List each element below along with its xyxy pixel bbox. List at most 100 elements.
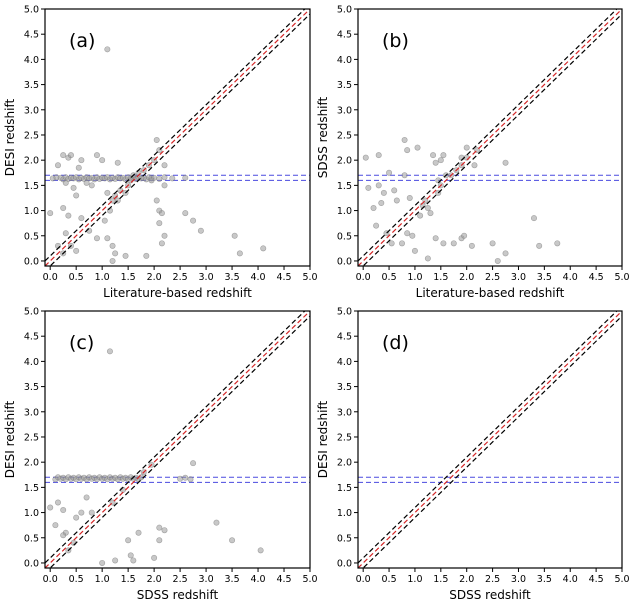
x-axis-label: Literature-based redshift [416, 286, 565, 300]
y-tick-label: 2.0 [337, 156, 352, 167]
data-point [109, 257, 116, 264]
data-point [489, 240, 496, 247]
x-tick-label: 2.5 [485, 272, 500, 283]
panel-c: 0.0 0.0 0.5 0.5 1.0 1.0 1.5 1.5 2.0 2.0 2.5 2.5 3.0 3… [3, 307, 318, 603]
data-point [440, 152, 447, 159]
data-point [536, 242, 543, 249]
data-point [388, 240, 395, 247]
x-tick-label: 1.0 [407, 272, 422, 283]
x-tick-label: 3.5 [537, 574, 552, 585]
data-point [53, 174, 60, 181]
data-point [393, 197, 400, 204]
data-point [231, 232, 238, 239]
y-tick-label: 0.5 [24, 231, 39, 242]
y-tick-label: 1.0 [24, 206, 39, 217]
data-point [398, 240, 405, 247]
y-tick-label: 3.0 [24, 105, 39, 116]
x-tick-label: 1.0 [407, 574, 422, 585]
plot-area [45, 311, 310, 568]
data-point [73, 514, 80, 521]
x-tick-label: 1.5 [433, 574, 448, 585]
x-tick-label: 0.0 [43, 272, 58, 283]
y-tick-label: 1.5 [24, 181, 39, 192]
x-tick-label: 3.0 [511, 574, 526, 585]
data-point [60, 507, 67, 514]
data-point [60, 532, 67, 539]
x-tick-label: 4.0 [250, 574, 265, 585]
data-point [73, 192, 80, 199]
x-tick-label: 1.0 [95, 272, 110, 283]
y-tick-label: 4.0 [337, 55, 352, 66]
panel-label: (c) [69, 332, 94, 354]
data-point [236, 250, 243, 257]
data-point [177, 475, 184, 482]
y-tick-label: 3.5 [337, 382, 352, 393]
one-to-one-line [358, 311, 622, 568]
diagonal-band-line [362, 315, 622, 568]
x-tick-label: 4.0 [563, 574, 578, 585]
data-point [437, 157, 444, 164]
panel-label: (d) [382, 332, 409, 354]
data-point [125, 537, 132, 544]
one-to-one-line [45, 9, 310, 266]
data-point [190, 460, 197, 467]
data-point [530, 215, 537, 222]
data-point [143, 252, 150, 259]
x-tick-label: 2.0 [147, 272, 162, 283]
data-point [432, 235, 439, 242]
axes-frame [357, 310, 623, 569]
data-point [73, 247, 80, 254]
x-tick-label: 4.5 [589, 272, 604, 283]
x-axis-label: SDSS redshift [449, 588, 531, 602]
x-tick-label: 3.5 [537, 272, 552, 283]
data-point [122, 252, 129, 259]
data-point [130, 557, 137, 564]
data-point [99, 157, 106, 164]
data-point [158, 240, 165, 247]
data-point [161, 527, 168, 534]
data-point [161, 162, 168, 169]
x-tick-label: 0.5 [69, 272, 84, 283]
y-tick-label: 4.5 [337, 332, 352, 343]
data-point [414, 144, 421, 151]
x-tick-label: 4.0 [250, 272, 265, 283]
data-point [62, 230, 69, 237]
data-point [257, 547, 264, 554]
data-point [153, 137, 160, 144]
y-tick-label: 1.0 [337, 206, 352, 217]
panel-b: 0.0 0.0 0.5 0.5 1.0 1.0 1.5 1.5 2.0 2.0 2.5 2.5 3.0 3… [316, 5, 630, 301]
data-point [75, 164, 82, 171]
data-point [463, 144, 470, 151]
x-tick-label: 5.0 [302, 272, 317, 283]
data-point [404, 147, 411, 154]
plot-area [358, 9, 622, 266]
data-point [401, 137, 408, 144]
data-point [468, 242, 475, 249]
data-point [156, 175, 163, 182]
y-tick-label: 4.0 [337, 357, 352, 368]
data-point [471, 162, 478, 169]
x-axis-label: Literature-based redshift [103, 286, 252, 300]
data-point [430, 152, 437, 159]
x-tick-label: 1.5 [121, 574, 136, 585]
x-tick-label: 3.0 [199, 272, 214, 283]
x-tick-label: 2.0 [147, 574, 162, 585]
data-point [417, 212, 424, 219]
data-point [70, 184, 77, 191]
data-point [104, 46, 111, 53]
axes-frame [44, 310, 311, 569]
data-point [60, 205, 67, 212]
y-tick-label: 2.0 [337, 458, 352, 469]
data-point [161, 232, 168, 239]
diagonal-band-line [45, 9, 306, 262]
data-point [362, 154, 369, 161]
data-point [151, 554, 158, 561]
data-point [78, 157, 85, 164]
data-point [432, 159, 439, 166]
x-tick-label: 0.0 [356, 574, 371, 585]
one-to-one-line [45, 311, 310, 568]
data-point [375, 182, 382, 189]
y-tick-label: 4.5 [24, 30, 39, 41]
data-point [78, 215, 85, 222]
